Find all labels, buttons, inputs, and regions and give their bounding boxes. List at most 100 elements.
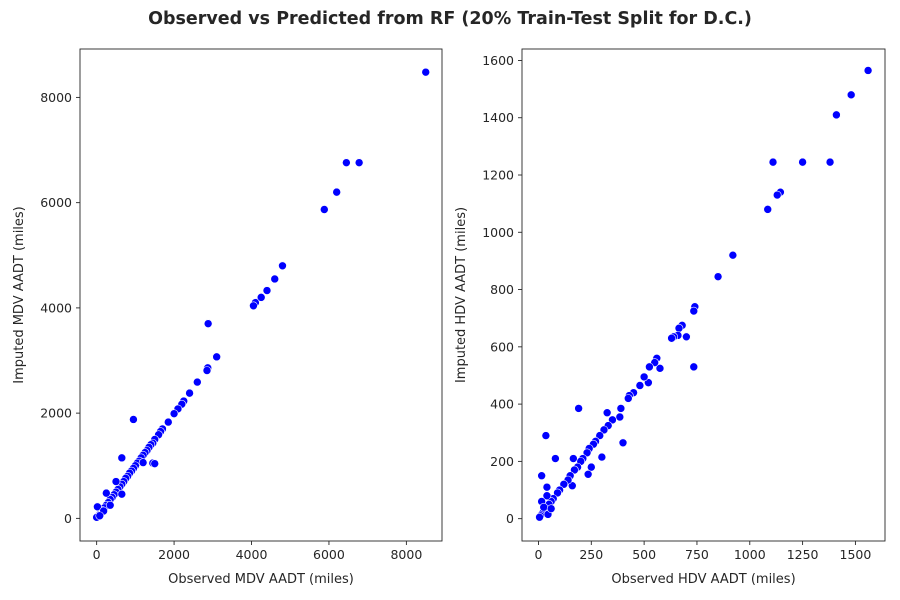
data-point: [202, 366, 212, 375]
y-tick-label: 800: [490, 282, 514, 297]
data-point: [332, 187, 341, 197]
data-point: [846, 90, 856, 100]
data-point: [570, 465, 579, 475]
data-point: [644, 378, 653, 387]
data-point: [559, 479, 569, 489]
data-point: [595, 431, 605, 440]
x-tick-label: 750: [685, 547, 709, 562]
data-point: [602, 408, 612, 418]
data-point: [582, 448, 592, 458]
y-tick-label: 200: [490, 454, 514, 469]
data-point: [674, 323, 684, 333]
data-point: [342, 158, 351, 167]
data-point: [93, 502, 102, 512]
x-tick-label: 8000: [390, 547, 422, 562]
plot-frame: [521, 48, 886, 542]
data-point: [256, 293, 266, 302]
data-point: [542, 482, 552, 492]
data-point: [212, 352, 221, 362]
data-point: [608, 415, 617, 425]
y-tick-label: 8000: [40, 90, 72, 105]
data-point: [599, 425, 609, 435]
data-point: [117, 453, 127, 463]
data-point: [354, 158, 364, 167]
data-point: [185, 388, 194, 398]
y-tick-label: 400: [490, 397, 514, 412]
data-point: [832, 110, 841, 120]
plot-frame: [79, 48, 443, 542]
data-point: [537, 471, 546, 481]
data-point: [421, 67, 431, 77]
data-point: [772, 190, 782, 200]
x-tick-label: 250: [579, 547, 603, 562]
x-tick-label: 1500: [840, 547, 872, 562]
y-tick-label: 1000: [482, 225, 514, 240]
data-point: [574, 404, 583, 413]
y-tick-label: 6000: [40, 195, 72, 210]
data-point: [615, 412, 625, 422]
data-point: [635, 381, 645, 390]
y-tick-label: 1600: [482, 53, 514, 68]
data-point: [553, 488, 562, 498]
x-tick-label: 1000: [734, 547, 766, 562]
data-point: [542, 491, 552, 501]
data-point: [863, 66, 873, 75]
data-point: [618, 438, 628, 448]
y-tick-label: 0: [64, 511, 72, 526]
data-point: [682, 332, 691, 342]
data-point: [567, 481, 577, 491]
data-point: [102, 488, 111, 498]
x-tick-label: 6000: [313, 547, 345, 562]
scatter-plot-1: 0 2000 4000 6000 8000 0 2000 4000 6000 8000 Observ…: [12, 48, 443, 587]
data-point: [163, 417, 173, 427]
data-point: [623, 394, 633, 403]
x-axis-label: Observed HDV AADT (miles): [611, 572, 795, 587]
data-point: [667, 333, 676, 343]
data-point: [587, 462, 596, 472]
y-tick-label: 600: [490, 339, 514, 354]
data-point: [117, 489, 127, 499]
data-point: [150, 459, 160, 468]
data-point: [270, 274, 280, 284]
data-point: [535, 512, 544, 522]
y-tick-label: 2000: [40, 406, 72, 421]
y-tick-label: 1400: [482, 110, 514, 125]
data-point: [539, 502, 549, 512]
x-tick-label: 0: [93, 547, 101, 562]
data-point: [320, 205, 329, 214]
data-point: [639, 372, 649, 382]
data-point: [111, 477, 121, 486]
scatter-plot-2: 0 250 500 750 1000 1250 1500 0 200 400 600 800 1000 1…: [454, 48, 886, 587]
data-point: [616, 404, 626, 413]
data-point: [193, 377, 202, 387]
data-point: [551, 454, 560, 463]
data-point: [655, 364, 665, 373]
data-point: [689, 306, 699, 316]
data-point: [129, 415, 138, 424]
data-point: [713, 272, 723, 281]
y-tick-label: 1200: [482, 168, 514, 183]
x-tick-label: 1250: [787, 547, 819, 562]
data-point: [689, 362, 699, 372]
figure-title: Observed vs Predicted from RF (20% Train…: [148, 9, 752, 29]
data-point: [95, 511, 105, 521]
data-point: [597, 452, 607, 462]
data-point: [763, 205, 773, 214]
data-point: [203, 319, 213, 328]
data-point: [278, 261, 287, 271]
x-tick-label: 2000: [158, 547, 190, 562]
y-axis-label: Imputed HDV AADT (miles): [454, 207, 469, 383]
data-point: [768, 157, 778, 167]
x-tick-label: 4000: [236, 547, 268, 562]
data-point: [798, 157, 807, 167]
data-point: [825, 157, 835, 167]
data-point: [546, 504, 556, 513]
data-point: [569, 454, 578, 463]
data-point: [105, 500, 115, 510]
x-tick-label: 0: [535, 547, 543, 562]
data-point: [583, 469, 593, 479]
data-point: [728, 250, 738, 260]
x-tick-label: 500: [632, 547, 656, 562]
data-point: [169, 409, 179, 418]
